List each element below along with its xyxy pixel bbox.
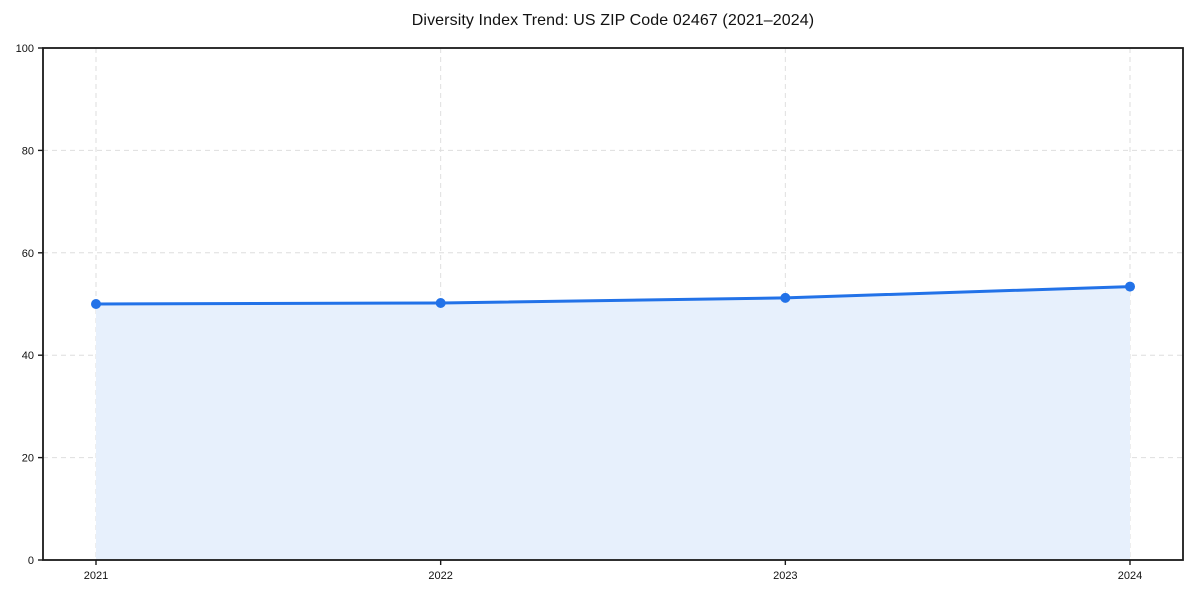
y-tick-label: 40 bbox=[22, 350, 34, 362]
plot-border bbox=[42, 47, 1184, 561]
area-fill bbox=[96, 286, 1130, 560]
y-tick-label: 20 bbox=[22, 453, 34, 465]
trend-line bbox=[94, 285, 1132, 306]
x-tick-label: 2022 bbox=[428, 570, 452, 582]
y-tick-label: 100 bbox=[16, 43, 34, 55]
y-tick-label: 80 bbox=[22, 145, 34, 157]
data-point-marker bbox=[1125, 281, 1135, 292]
y-tick-label: 0 bbox=[28, 555, 34, 567]
data-point-marker bbox=[91, 299, 101, 309]
y-tick-label: 60 bbox=[22, 248, 34, 260]
x-tick-label: 2024 bbox=[1118, 570, 1142, 582]
chart-title: Diversity Index Trend: US ZIP Code 02467… bbox=[411, 12, 815, 29]
x-tick-label: 2023 bbox=[773, 570, 797, 582]
x-tick-label: 2021 bbox=[84, 570, 108, 582]
data-point-marker bbox=[780, 292, 791, 303]
data-point-marker bbox=[435, 297, 446, 308]
